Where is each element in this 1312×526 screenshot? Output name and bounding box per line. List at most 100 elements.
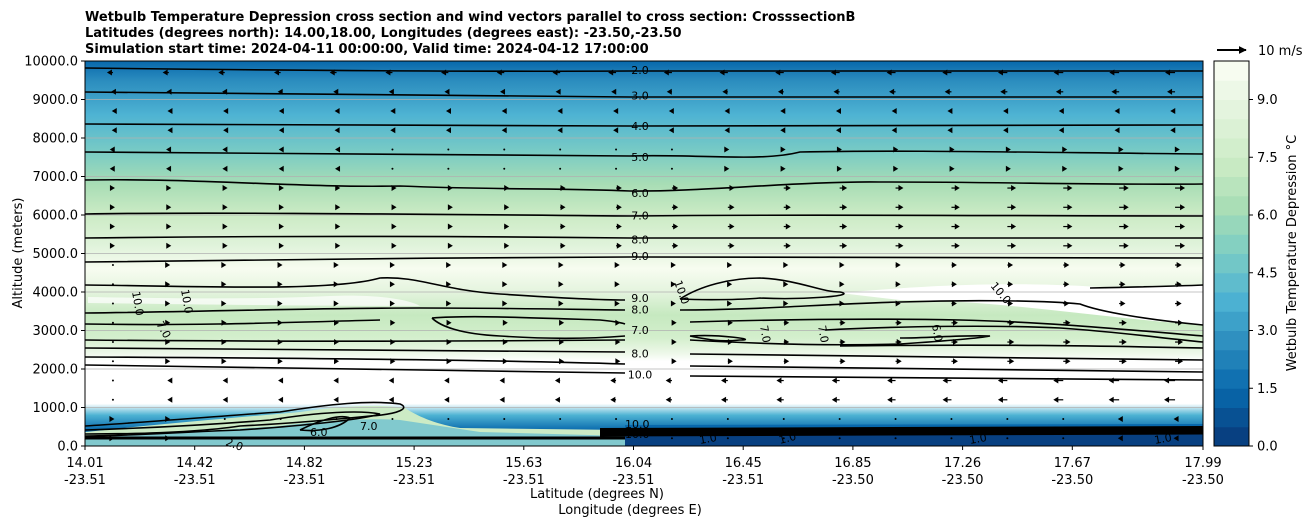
contour-fill-high bbox=[840, 284, 1203, 325]
wind-vector-head bbox=[221, 319, 227, 326]
wind-vector-head bbox=[391, 242, 397, 249]
contour-label: 10.0 bbox=[628, 368, 653, 381]
colorbar-band bbox=[1214, 426, 1249, 447]
wind-vector-head bbox=[446, 262, 452, 269]
wind-vector-head bbox=[278, 127, 284, 134]
wind-vector-head bbox=[1065, 339, 1071, 346]
wind-vector-head bbox=[724, 108, 730, 115]
wind-vector-head bbox=[887, 377, 893, 384]
contour-label: 8.0 bbox=[631, 304, 649, 317]
wind-vector-head bbox=[106, 69, 112, 76]
wind-vector-head bbox=[559, 358, 565, 365]
wind-vector-head bbox=[1064, 281, 1070, 288]
contour-line-8b bbox=[85, 315, 1203, 337]
contour-label-side-7: 6.0 bbox=[929, 323, 945, 342]
x-tick-label-lon: -23.51 bbox=[722, 473, 764, 488]
wind-vector-head bbox=[727, 358, 733, 365]
wind-vector-head bbox=[446, 358, 452, 365]
wind-vector-head bbox=[724, 127, 730, 134]
wind-vector-head bbox=[665, 377, 671, 384]
wind-vector-head bbox=[610, 377, 616, 384]
x-axis-label: Latitude (degrees N) bbox=[530, 487, 664, 502]
quiver-key-label: 10 m/s bbox=[1258, 44, 1303, 59]
wind-vector-head bbox=[388, 396, 394, 403]
wind-vector bbox=[391, 148, 394, 151]
contour-label: 7.0 bbox=[631, 324, 649, 337]
wind-vector-head bbox=[335, 165, 341, 172]
wind-vector-head bbox=[616, 185, 622, 192]
wind-vector-head bbox=[1123, 242, 1129, 249]
y-tick-label: 0.0 bbox=[57, 440, 78, 455]
x-tick-label-lat: 15.23 bbox=[395, 456, 432, 471]
wind-vector-head bbox=[278, 396, 284, 403]
wind-vector-head bbox=[727, 319, 733, 326]
contour-line-bl-5 bbox=[599, 429, 1203, 437]
y-tick-label: 1000.0 bbox=[33, 401, 79, 416]
wind-vector-head bbox=[391, 185, 397, 192]
wind-vector-head bbox=[833, 88, 839, 95]
colorbar-band bbox=[1214, 80, 1249, 100]
wind-vector-head bbox=[390, 108, 396, 115]
wind-vector-head bbox=[1111, 88, 1117, 95]
wind-vector-head bbox=[334, 358, 340, 365]
x-tick-label-lon: -23.50 bbox=[942, 473, 984, 488]
wind-vector-head bbox=[554, 377, 560, 384]
wind-vector-head bbox=[504, 185, 510, 192]
colorbar-tick-label: 1.5 bbox=[1257, 382, 1278, 397]
wind-vector-head bbox=[504, 242, 510, 249]
y-tick-label: 4000.0 bbox=[33, 286, 79, 301]
contour-line-9c bbox=[85, 356, 1203, 373]
wind-vector-head bbox=[502, 358, 508, 365]
wind-vector-head bbox=[1011, 185, 1017, 192]
contour-label: 8.0 bbox=[631, 348, 649, 361]
contour-label: 8.0 bbox=[631, 234, 649, 247]
wind-vector-head bbox=[502, 262, 508, 269]
wind-vector-head bbox=[1120, 262, 1126, 269]
wind-vector-head bbox=[835, 108, 841, 115]
wind-vector bbox=[559, 437, 562, 440]
wind-vector-head bbox=[1109, 69, 1115, 76]
wind-vector bbox=[670, 418, 673, 421]
colorbar-ticks: 0.0 1.5 3.0 4.5 6.0 7.5 9.0 bbox=[1249, 93, 1278, 455]
wind-vector-head bbox=[671, 358, 677, 365]
wind-vector-head bbox=[1058, 127, 1064, 134]
wind-vector-head bbox=[784, 319, 790, 326]
wind-vector-head bbox=[830, 69, 836, 76]
wind-vector-head bbox=[165, 416, 171, 423]
wind-vector-head bbox=[1064, 300, 1070, 307]
wind-vector-head bbox=[447, 242, 453, 249]
wind-vector-head bbox=[954, 242, 960, 249]
wind-vector bbox=[782, 437, 785, 440]
y-tick-label: 8000.0 bbox=[33, 132, 79, 147]
wind-vector-head bbox=[954, 204, 960, 211]
contour-label: 9.0 bbox=[631, 250, 649, 263]
wind-vector-head bbox=[221, 358, 227, 365]
wind-vector-head bbox=[110, 88, 116, 95]
wind-vector-head bbox=[109, 242, 115, 249]
colorbar-band bbox=[1214, 272, 1249, 293]
wind-vector-head bbox=[942, 396, 948, 403]
wind-vector bbox=[559, 148, 562, 151]
wind-vector-head bbox=[109, 435, 115, 442]
wind-vector-head bbox=[1005, 165, 1011, 172]
wind-vector-head bbox=[390, 127, 396, 134]
wind-vectors bbox=[106, 69, 1186, 442]
grid-lines bbox=[85, 99, 1203, 408]
wind-vector-head bbox=[777, 88, 783, 95]
wind-vector-head bbox=[840, 319, 846, 326]
colorbar-bands bbox=[1214, 61, 1249, 447]
wind-vector bbox=[447, 148, 450, 151]
wind-vector-head bbox=[560, 185, 566, 192]
wind-vector-head bbox=[721, 377, 727, 384]
wind-vector bbox=[559, 418, 562, 421]
wind-vector-head bbox=[1064, 262, 1070, 269]
wind-vector-head bbox=[663, 69, 669, 76]
wind-vector bbox=[503, 437, 506, 440]
wind-vector-head bbox=[162, 69, 168, 76]
wind-vector-head bbox=[889, 88, 895, 95]
y-tick-label: 9000.0 bbox=[33, 93, 79, 108]
colorbar-tick-label: 3.0 bbox=[1257, 324, 1278, 339]
wind-vector-head bbox=[1121, 319, 1127, 326]
wind-vector-head bbox=[721, 396, 727, 403]
wind-vector-head bbox=[502, 300, 508, 307]
